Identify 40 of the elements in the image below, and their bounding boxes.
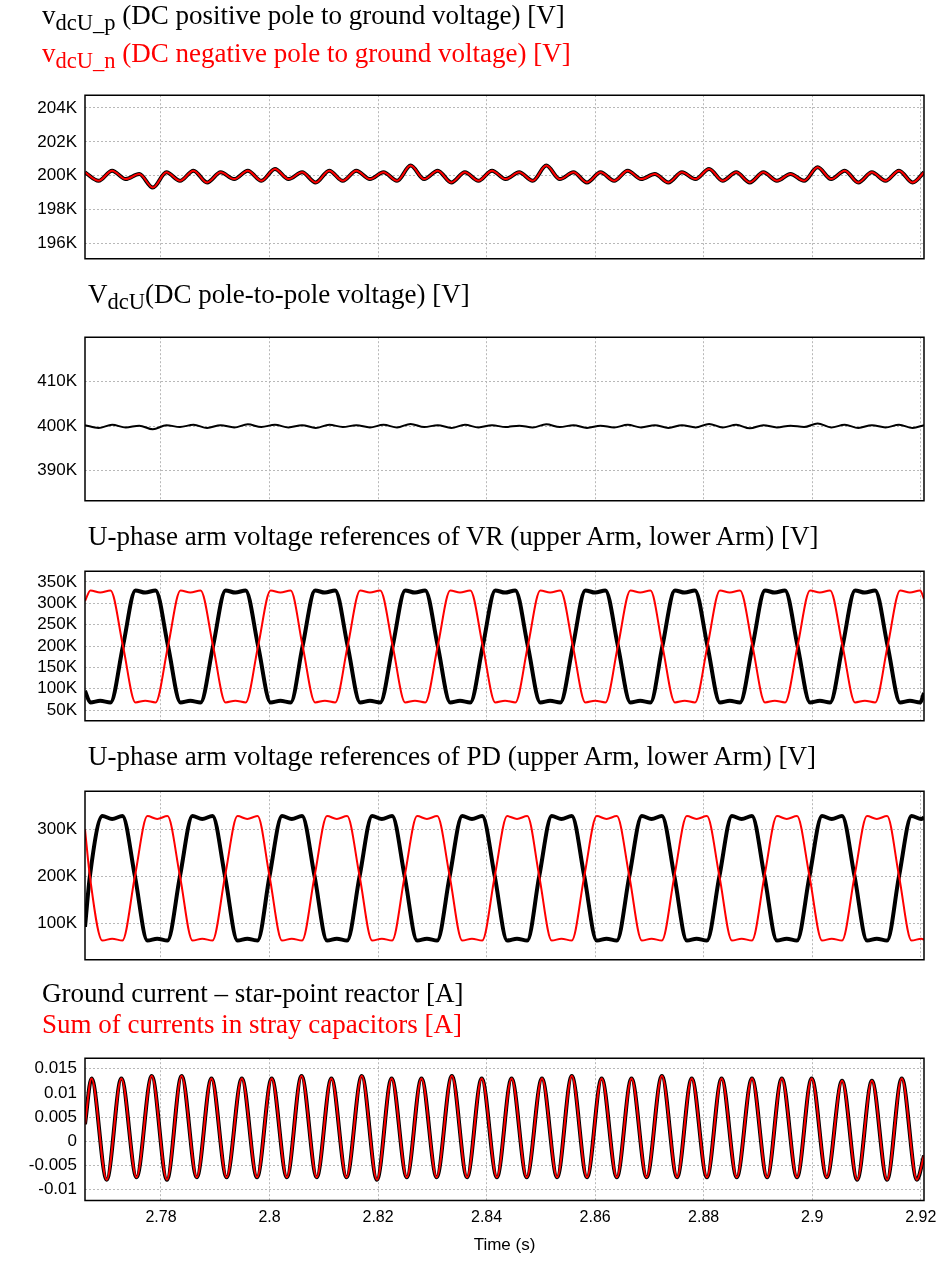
x-tick-label: 2.8 [258, 1208, 281, 1226]
y-tick-label: -0.005 [28, 1155, 77, 1175]
y-tick-label: 198K [37, 199, 78, 219]
text: v$_{dcU_p}$ (DC positive pole to ground voltage) [V] [42, 0, 566, 38]
y-tick-label: 50K [46, 699, 78, 719]
y-tick-label: 204K [37, 97, 78, 117]
y-tick-label: 0.015 [34, 1058, 77, 1078]
y-tick-label: 0.01 [43, 1082, 77, 1102]
y-tick-label: 100K [37, 913, 78, 933]
y-tick-label: 250K [37, 614, 78, 634]
y-tick-label: -0.01 [38, 1179, 77, 1199]
chart-title: U-phase arm voltage references of VR (upper Arm, lower Arm) [V] [87, 520, 820, 554]
y-tick-label: 400K [37, 415, 78, 435]
x-tick-label: 2.9 [801, 1208, 824, 1226]
x-axis-title: Time (s) [473, 1235, 536, 1255]
x-tick-label: 2.86 [579, 1208, 611, 1226]
y-tick-label: 150K [37, 657, 78, 677]
y-tick-label: 410K [37, 371, 78, 391]
y-tick-label: 300K [37, 819, 78, 839]
y-tick-label: 200K [37, 165, 78, 185]
y-tick-label: 200K [37, 635, 78, 655]
text: Ground current – star-point reactor [A] [42, 978, 465, 1010]
x-tick-label: 2.88 [688, 1208, 720, 1226]
y-tick-label: 0.005 [34, 1106, 77, 1126]
y-tick-label: 202K [37, 131, 78, 151]
y-tick-label: 390K [37, 460, 78, 480]
chart-title: U-phase arm voltage references of PD (upper Arm, lower Arm) [V] [87, 740, 817, 774]
y-tick-label: 0 [67, 1130, 77, 1150]
y-tick-label: 300K [37, 593, 78, 613]
y-tick-label: 100K [37, 678, 78, 698]
x-tick-label: 2.82 [362, 1208, 394, 1226]
y-tick-label: 350K [37, 571, 78, 591]
x-tick-label: 2.92 [905, 1208, 937, 1226]
x-tick-label: 2.78 [145, 1208, 177, 1226]
text: v$_{dcU_n}$ (DC negative pole to ground voltage) [V] [42, 38, 572, 76]
chart-title: V$_{dcU}$(DC pole-to-pole voltage) [V] [87, 277, 471, 317]
y-tick-label: 200K [37, 866, 78, 886]
y-tick-label: 196K [37, 233, 78, 253]
x-tick-label: 2.84 [471, 1208, 503, 1226]
series-label: Sum of currents in stray capacitors [A] [42, 1009, 463, 1041]
